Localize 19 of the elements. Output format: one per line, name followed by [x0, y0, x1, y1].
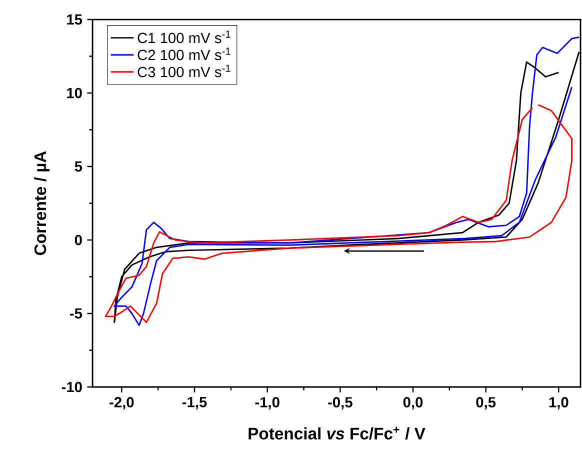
x-tick-label: 0,5: [476, 397, 496, 410]
y-tick-label: -5: [70, 308, 82, 319]
y-tick-label: 15: [67, 14, 82, 25]
y-tick-label: 0: [74, 234, 82, 246]
x-tick-label: -0,5: [328, 397, 352, 410]
legend-label: C2 100 mV s$^{-1}$: [138, 48, 230, 60]
legend-label: C1 100 mV s$^{-1}$: [138, 30, 230, 44]
y-tick-label: 10: [67, 88, 82, 98]
x-tick-label: -2,0: [110, 397, 134, 410]
y-tick-label: 5: [74, 161, 82, 172]
x-tick-label: -1,0: [255, 397, 280, 410]
y-tick-label: -10: [62, 382, 82, 392]
y-axis-title: Corrente / µA: [34, 151, 50, 256]
x-tick-label: 0,0: [403, 397, 423, 410]
legend-label: C3 100 mV s$^{-1}$: [138, 64, 230, 78]
x-tick-label: -1,5: [182, 397, 207, 410]
line-series: [104, 104, 573, 324]
x-tick-label: 1,0: [549, 397, 568, 410]
x-axis-title: Potencial vs Fc/Fc$^{+}$ / V: [248, 426, 426, 440]
